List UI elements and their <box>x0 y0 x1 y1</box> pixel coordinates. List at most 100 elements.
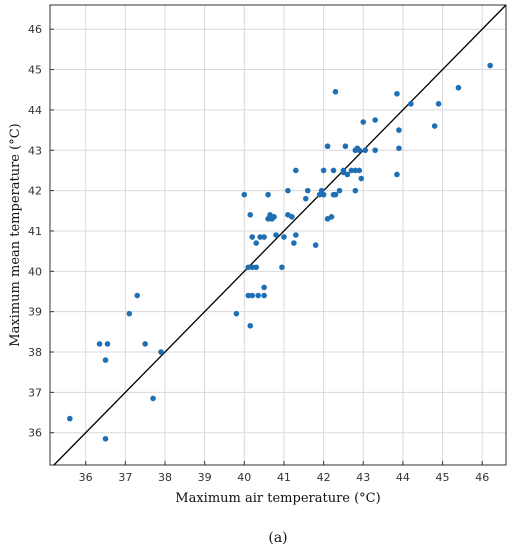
y-tick-label: 43 <box>28 144 42 157</box>
data-point <box>352 187 359 194</box>
data-point <box>396 145 402 152</box>
data-point <box>356 147 363 154</box>
x-tick-label: 38 <box>158 471 172 484</box>
data-points <box>67 62 493 442</box>
data-point <box>245 292 252 299</box>
x-tick-label: 44 <box>396 471 410 484</box>
data-point <box>257 234 263 240</box>
data-point <box>344 171 351 178</box>
plot-area-frame <box>49 4 507 466</box>
data-point <box>356 167 363 174</box>
data-point <box>271 214 277 220</box>
data-point <box>102 357 109 363</box>
data-point <box>245 264 252 271</box>
y-tick-label: 36 <box>28 427 42 440</box>
one-to-one-reference-line <box>53 4 507 466</box>
data-point <box>265 191 271 198</box>
data-point <box>279 264 285 271</box>
x-tick-label: 45 <box>436 471 450 484</box>
data-point <box>396 127 402 133</box>
y-axis-title: Maximum mean temperature (°C) <box>8 123 23 346</box>
x-tick-label: 46 <box>475 471 489 484</box>
data-point <box>332 88 339 95</box>
data-point <box>358 175 365 182</box>
data-point <box>247 322 254 329</box>
data-point <box>96 341 103 347</box>
data-point <box>455 84 462 91</box>
data-point <box>431 123 438 129</box>
data-point <box>312 242 319 248</box>
data-point <box>289 214 295 220</box>
data-point <box>394 90 400 97</box>
data-point <box>102 435 109 442</box>
y-tick-label: 45 <box>28 64 42 77</box>
data-point <box>487 62 493 69</box>
data-point <box>330 167 337 174</box>
data-point <box>134 292 141 299</box>
data-point <box>249 234 256 240</box>
data-point <box>304 187 311 194</box>
data-point <box>320 167 327 174</box>
data-point <box>281 234 287 240</box>
x-tick-label: 37 <box>118 471 132 484</box>
data-point <box>67 415 73 422</box>
data-point <box>435 101 442 107</box>
data-point <box>336 187 343 194</box>
data-point <box>348 167 355 174</box>
y-tick-label: 37 <box>28 386 42 399</box>
data-point <box>247 212 254 218</box>
y-tick-label: 44 <box>28 104 42 117</box>
y-tick-label: 39 <box>28 306 42 319</box>
data-point <box>328 214 335 220</box>
data-point <box>255 292 261 299</box>
y-tick-label: 40 <box>28 265 42 278</box>
y-tick-label: 42 <box>28 185 42 198</box>
data-point <box>352 167 359 174</box>
grid <box>50 5 506 465</box>
data-point <box>261 234 267 240</box>
data-point <box>360 119 367 125</box>
data-point <box>158 349 164 355</box>
data-point <box>253 264 259 271</box>
y-tick-label: 38 <box>28 346 42 359</box>
data-point <box>372 117 378 123</box>
data-point <box>249 292 256 299</box>
data-point <box>394 171 400 178</box>
x-axis-ticks: 36 37 38 39 40 41 42 43 44 45 46 <box>79 461 489 484</box>
data-point <box>126 310 133 317</box>
data-point <box>233 310 240 317</box>
data-point <box>253 240 259 246</box>
y-axis-ticks: 36 37 38 39 40 41 42 43 44 45 46 <box>28 23 54 440</box>
data-point <box>261 284 267 291</box>
data-point <box>261 292 267 299</box>
data-point <box>104 341 111 347</box>
data-point <box>372 147 378 154</box>
data-point <box>249 264 256 271</box>
data-point <box>142 341 148 347</box>
y-tick-label: 41 <box>28 225 42 238</box>
data-point <box>362 147 369 154</box>
data-point <box>291 240 297 246</box>
x-axis-title: Maximum air temperature (°C) <box>175 491 380 506</box>
data-point <box>332 191 339 198</box>
x-tick-label: 43 <box>356 471 370 484</box>
x-tick-label: 42 <box>317 471 331 484</box>
data-point <box>273 232 279 238</box>
data-point <box>342 143 349 150</box>
data-point <box>408 101 414 107</box>
data-point <box>302 195 309 202</box>
x-tick-label: 36 <box>79 471 93 484</box>
data-point <box>320 191 327 198</box>
data-point <box>241 191 248 198</box>
x-tick-label: 41 <box>277 471 291 484</box>
data-point <box>324 143 331 150</box>
x-tick-label: 40 <box>237 471 251 484</box>
data-point <box>285 187 291 194</box>
data-point <box>293 232 299 238</box>
y-tick-label: 46 <box>28 23 42 36</box>
data-point <box>150 395 156 402</box>
panel-label: (a) <box>268 530 287 546</box>
x-tick-label: 39 <box>198 471 212 484</box>
data-point <box>293 167 299 174</box>
